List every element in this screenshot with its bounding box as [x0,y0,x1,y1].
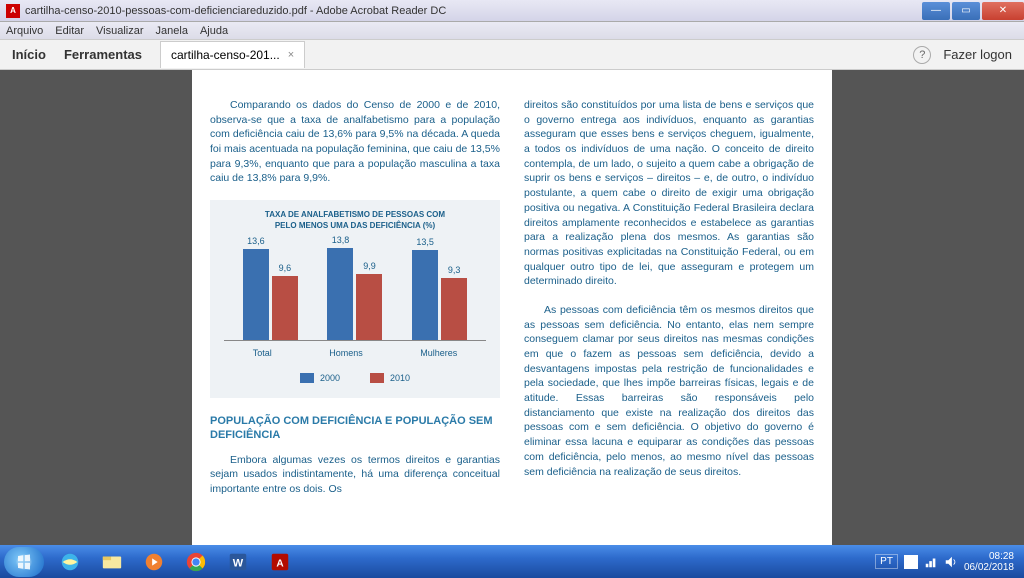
tab-label: cartilha-censo-201... [171,48,280,62]
bar: 13,6 [243,249,269,340]
taskbar-explorer-icon[interactable] [92,549,132,575]
left-column: Comparando os dados do Censo de 2000 e d… [210,98,500,527]
login-link[interactable]: Fazer logon [943,47,1012,62]
window-titlebar: A cartilha-censo-2010-pessoas-com-defici… [0,0,1024,22]
taskbar-mediaplayer-icon[interactable] [134,549,174,575]
menu-arquivo[interactable]: Arquivo [6,25,43,37]
document-viewport[interactable]: Comparando os dados do Censo de 2000 e d… [0,70,1024,545]
bar: 9,6 [272,276,298,340]
app-toolbar: Início Ferramentas cartilha-censo-201...… [0,40,1024,70]
chart-plot-area: 13,69,6 13,89,9 13,59,3 [224,241,486,341]
chart-title: TAXA DE ANALFABETISMO DE PESSOAS COM PEL… [224,210,486,231]
taskbar-ie-icon[interactable] [50,549,90,575]
bar-group: 13,69,6 [243,249,298,340]
bar: 9,9 [356,274,382,340]
paragraph: Comparando os dados do Censo de 2000 e d… [210,98,500,186]
tray-flag-icon[interactable] [904,555,918,569]
bar-group: 13,59,3 [412,250,467,340]
start-button[interactable] [4,547,44,577]
menu-ajuda[interactable]: Ajuda [200,25,228,37]
minimize-button[interactable]: — [922,2,950,20]
tray-network-icon[interactable] [924,555,938,569]
bar-value-label: 13,6 [243,235,269,248]
bar-value-label: 9,6 [272,262,298,275]
bar-value-label: 9,3 [441,264,467,277]
taskbar-acrobat-icon[interactable]: A [260,549,300,575]
language-indicator[interactable]: PT [875,554,898,569]
paragraph: As pessoas com deficiência têm os mesmos… [524,303,814,479]
tab-close-icon[interactable]: × [288,49,294,61]
taskbar-word-icon[interactable]: W [218,549,258,575]
bar-group: 13,89,9 [327,248,382,340]
close-button[interactable]: ✕ [982,2,1024,20]
paragraph: direitos são constituídos por uma lista … [524,98,814,289]
system-tray: PT 08:28 06/02/2018 [875,551,1020,573]
clock[interactable]: 08:28 06/02/2018 [964,551,1014,573]
app-icon: A [6,4,20,18]
bar-value-label: 13,8 [327,234,353,247]
bar: 13,8 [327,248,353,340]
tools-button[interactable]: Ferramentas [64,47,142,62]
tray-volume-icon[interactable] [944,555,958,569]
chart-x-labels: Total Homens Mulheres [224,347,486,360]
legend-swatch-2010 [370,373,384,383]
menu-editar[interactable]: Editar [55,25,84,37]
bar-value-label: 13,5 [412,236,438,249]
help-icon[interactable]: ? [913,46,931,64]
home-button[interactable]: Início [12,47,46,62]
document-tab[interactable]: cartilha-censo-201... × [160,41,305,68]
right-column: direitos são constituídos por uma lista … [524,98,814,527]
menu-janela[interactable]: Janela [156,25,188,37]
maximize-button[interactable]: ▭ [952,2,980,20]
menu-visualizar[interactable]: Visualizar [96,25,144,37]
chart-legend: 2000 2010 [224,372,486,385]
menu-bar: Arquivo Editar Visualizar Janela Ajuda [0,22,1024,40]
taskbar-chrome-icon[interactable] [176,549,216,575]
bar: 13,5 [412,250,438,340]
legend-swatch-2000 [300,373,314,383]
svg-text:W: W [233,557,244,569]
bar-value-label: 9,9 [356,260,382,273]
bar: 9,3 [441,278,467,340]
window-controls: — ▭ ✕ [920,2,1024,20]
paragraph: Embora algumas vezes os termos direitos … [210,453,500,497]
windows-taskbar: W A PT 08:28 06/02/2018 [0,545,1024,578]
pdf-page: Comparando os dados do Censo de 2000 e d… [192,70,832,545]
illiteracy-chart: TAXA DE ANALFABETISMO DE PESSOAS COM PEL… [210,200,500,398]
svg-text:A: A [276,558,284,569]
window-title: cartilha-censo-2010-pessoas-com-deficien… [25,5,446,17]
section-heading: POPULAÇÃO COM DEFICIÊNCIA E POPULAÇÃO SE… [210,414,500,443]
